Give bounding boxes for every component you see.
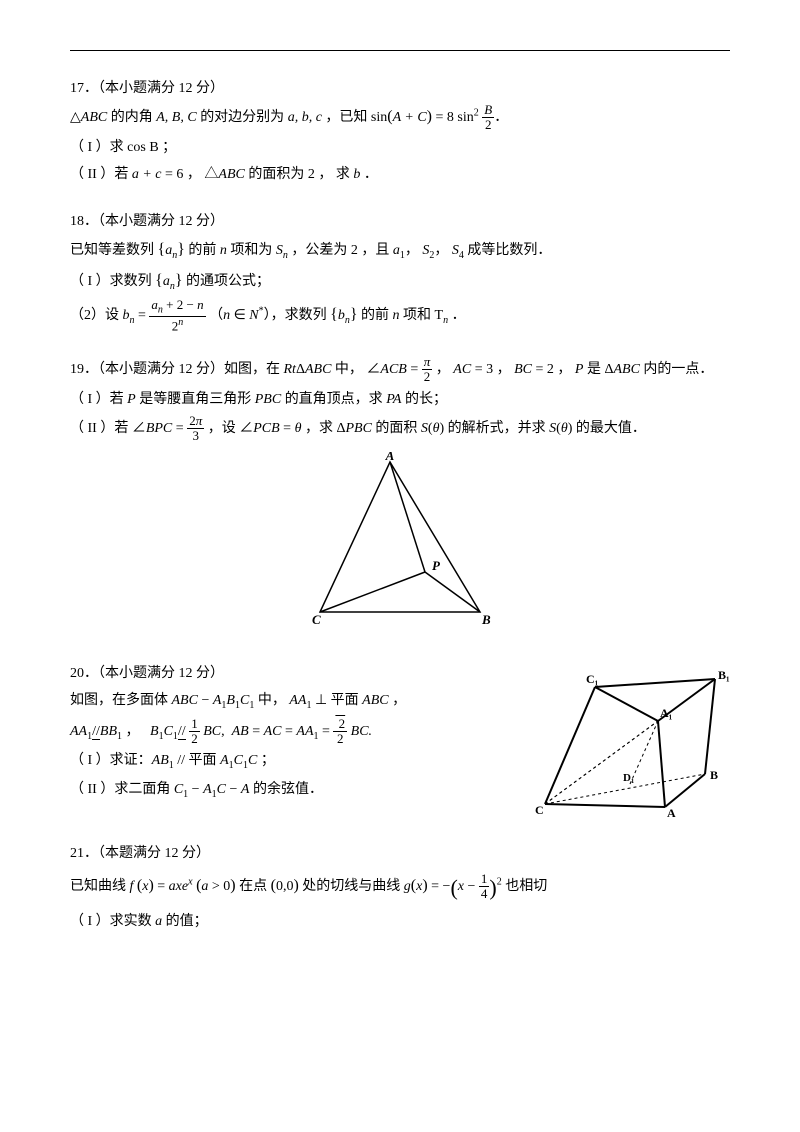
q21-sq: 2 xyxy=(497,876,502,887)
problem-17: 17．（本小题满分 12 分） △ABC 的内角 A, B, C 的对边分别为 … xyxy=(70,76,730,187)
q17-part1: （ I ）求 cos B ； xyxy=(70,135,730,160)
q18-frac: an + 2 − n 2n xyxy=(149,298,205,333)
q20-header: 20．（本小题满分 12 分） xyxy=(70,661,524,686)
q19-frac1: π 2 xyxy=(422,355,433,385)
q19-header: 19．（本小题满分 12 分）如图，在 RtΔABC 中， ∠ACB = π 2… xyxy=(70,355,730,385)
q19-frac1-num: π xyxy=(422,355,433,370)
q19-frac1-den: 2 xyxy=(422,370,433,384)
q20-part2: （ II ）求二面角 C1 − A1C − A 的余弦值． xyxy=(70,777,524,804)
q20-part1: （ I ）求证：AB1 // 平面 A1C1C ； xyxy=(70,748,524,775)
q19-part2-b: ，设 ∠PCB = θ ，求 ΔPBC 的面积 S(θ) 的解析式，并求 S(θ… xyxy=(208,421,646,436)
q21-frac-num: 1 xyxy=(479,872,490,887)
q18-line1: 已知等差数列 {an} 的前 n 项和为 Sn ，公差为 2 ，且 a1， S2… xyxy=(70,236,730,265)
q18-header: 18．（本小题满分 12 分） xyxy=(70,209,730,234)
label-B1: B₁ xyxy=(718,668,730,682)
label-B: B xyxy=(481,612,491,627)
label-A1: A₁ xyxy=(660,706,673,720)
label-A: A xyxy=(385,452,395,463)
problem-20: 20．（本小题满分 12 分） 如图，在多面体 ABC − A1B1C1 中， … xyxy=(70,659,730,819)
q20-frac1-den: 2 xyxy=(189,732,200,746)
q17-end: ． xyxy=(494,110,508,125)
q19-frac2: 2π 3 xyxy=(187,414,204,444)
q17-part2: （ II ）若 a + c = 6 ， △ABC 的面积为 2 ， 求 b ． xyxy=(70,162,730,187)
q17-header: 17．（本小题满分 12 分） xyxy=(70,76,730,101)
q17-line1-text: ABC xyxy=(81,110,107,125)
q19-frac2-den: 3 xyxy=(187,429,204,443)
q18-part2: （2）设 bn = an + 2 − n 2n （n ∈ N*），求数列 {bn… xyxy=(70,298,730,333)
triangle-svg: A C B P xyxy=(290,452,510,637)
label-C2: C xyxy=(535,803,544,817)
q19-header-a: 19．（本小题满分 12 分）如图，在 RtΔABC 中， ∠ACB = xyxy=(70,362,422,377)
label-A2: A xyxy=(667,806,676,819)
q19-header-b: ， AC = 3 ， BC = 2 ， P 是 ΔABC 内的一点． xyxy=(436,362,714,377)
q17-line1: △ABC 的内角 A, B, C 的对边分别为 a, b, c ，已知 sin(… xyxy=(70,103,730,133)
problem-19: 19．（本小题满分 12 分）如图，在 RtΔABC 中， ∠ACB = π 2… xyxy=(70,355,730,636)
q17-sq: 2 xyxy=(474,108,479,119)
q21-frac: 1 4 xyxy=(479,872,490,902)
problem-21: 21．（本题满分 12 分） 已知曲线 f (x) = axex (a > 0)… xyxy=(70,841,730,935)
q21-frac-den: 4 xyxy=(479,887,490,901)
q19-part1: （ I ）若 P 是等腰直角三角形 PBC 的直角顶点，求 PA 的长； xyxy=(70,387,730,412)
q18-part1: （ I ）求数列 {an} 的通项公式； xyxy=(70,267,730,296)
q21-line1: 已知曲线 f (x) = axex (a > 0) 在点 (0,0) 处的切线与… xyxy=(70,868,730,908)
q20-line2: AA1//BB1 ， B1C1// 1 2 BC, AB = AC = AA1 … xyxy=(70,717,524,747)
problem-18: 18．（本小题满分 12 分） 已知等差数列 {an} 的前 n 项和为 Sn … xyxy=(70,209,730,333)
q21-line1-b: 也相切 xyxy=(505,879,547,894)
q17-frac-num: B xyxy=(482,103,494,118)
q20-frac2-num: 2 xyxy=(333,717,347,732)
q18-part2-pre: （2）设 bn = xyxy=(70,308,149,323)
q18-frac-den: 2n xyxy=(149,317,205,334)
label-P: P xyxy=(432,558,441,573)
q17-frac-den: 2 xyxy=(482,118,494,132)
q18-part2-post: （n ∈ N*），求数列 {bn} 的前 n 项和 Tn ． xyxy=(209,308,465,323)
q21-header: 21．（本题满分 12 分） xyxy=(70,841,730,866)
q20-figure: C₁ B₁ A₁ B A C D₁ xyxy=(524,659,730,819)
q21-part1: （ I ）求实数 a 的值； xyxy=(70,909,730,934)
label-D1: D₁ xyxy=(623,772,634,784)
page: 17．（本小题满分 12 分） △ABC 的内角 A, B, C 的对边分别为 … xyxy=(0,0,800,1132)
q20-frac1-num: 1 xyxy=(189,717,200,732)
q20-frac2: 2 2 xyxy=(333,717,347,747)
label-C1: C₁ xyxy=(586,672,599,686)
q20-line1: 如图，在多面体 ABC − A1B1C1 中， AA1 ⊥ 平面 ABC ， xyxy=(70,688,524,715)
q18-frac-num: an + 2 − n xyxy=(149,298,205,317)
q19-figure: A C B P xyxy=(70,452,730,637)
q19-part2: （ II ）若 ∠BPC = 2π 3 ，设 ∠PCB = θ ，求 ΔPBC … xyxy=(70,414,730,444)
q17-frac: B 2 xyxy=(482,103,494,133)
triangle-symbol: △ xyxy=(70,110,81,125)
q20-frac2-den: 2 xyxy=(333,732,347,746)
q19-frac2-num: 2π xyxy=(187,414,204,429)
polyhedron-svg: C₁ B₁ A₁ B A C D₁ xyxy=(530,659,730,819)
label-C: C xyxy=(312,612,321,627)
q20-frac1: 1 2 xyxy=(189,717,200,747)
label-B2: B xyxy=(710,768,718,782)
top-rule xyxy=(70,50,730,51)
q19-part2-a: （ II ）若 ∠BPC = xyxy=(70,421,187,436)
q20-row: 20．（本小题满分 12 分） 如图，在多面体 ABC − A1B1C1 中， … xyxy=(70,659,730,819)
